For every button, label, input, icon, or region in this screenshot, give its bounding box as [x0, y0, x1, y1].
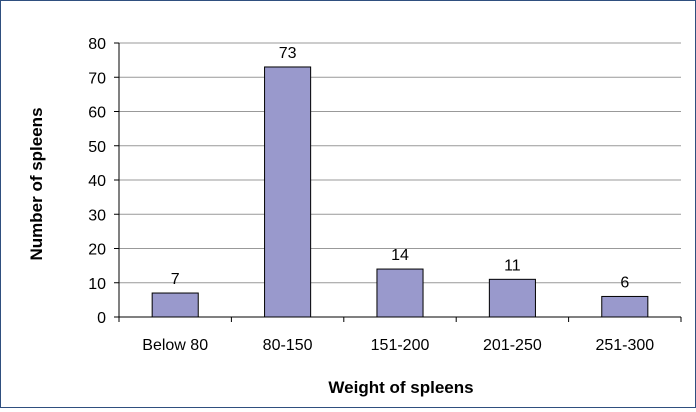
bar	[376, 268, 424, 318]
data-label: 7	[171, 271, 180, 288]
bar	[264, 66, 312, 318]
bars	[151, 66, 649, 318]
y-tick-label: 60	[88, 105, 106, 122]
data-labels: 7 73 14 11 6	[171, 45, 630, 291]
bar	[151, 292, 199, 318]
y-tick-label: 80	[88, 36, 106, 53]
y-tick-label: 30	[88, 207, 106, 224]
x-tick-label: 80-150	[263, 337, 313, 354]
y-tick-label: 50	[88, 139, 106, 156]
x-axis-title: Weight of spleens	[328, 378, 473, 397]
x-tick-label: 201-250	[483, 337, 542, 354]
y-tick-label: 0	[97, 310, 106, 327]
y-tick-label: 20	[88, 242, 106, 259]
x-tick-label: Below 80	[142, 337, 208, 354]
gridlines	[119, 42, 681, 284]
data-label: 73	[279, 45, 297, 62]
x-tick-label: 251-300	[595, 337, 654, 354]
data-label: 14	[391, 247, 409, 264]
y-tick-label: 40	[88, 173, 106, 190]
y-axis-ticks: 0 10 20 30 40 50 60 70 80	[88, 36, 119, 327]
y-tick-label: 70	[88, 70, 106, 87]
bar	[488, 278, 536, 318]
y-tick-label: 10	[88, 276, 106, 293]
x-tick-label: 151-200	[371, 337, 430, 354]
data-label: 11	[504, 257, 521, 274]
y-axis-title: Number of spleens	[27, 107, 46, 260]
data-label: 6	[620, 274, 629, 291]
bar	[601, 295, 649, 318]
x-axis-ticks: Below 80 80-150 151-200 201-250 251-300	[118, 317, 682, 354]
